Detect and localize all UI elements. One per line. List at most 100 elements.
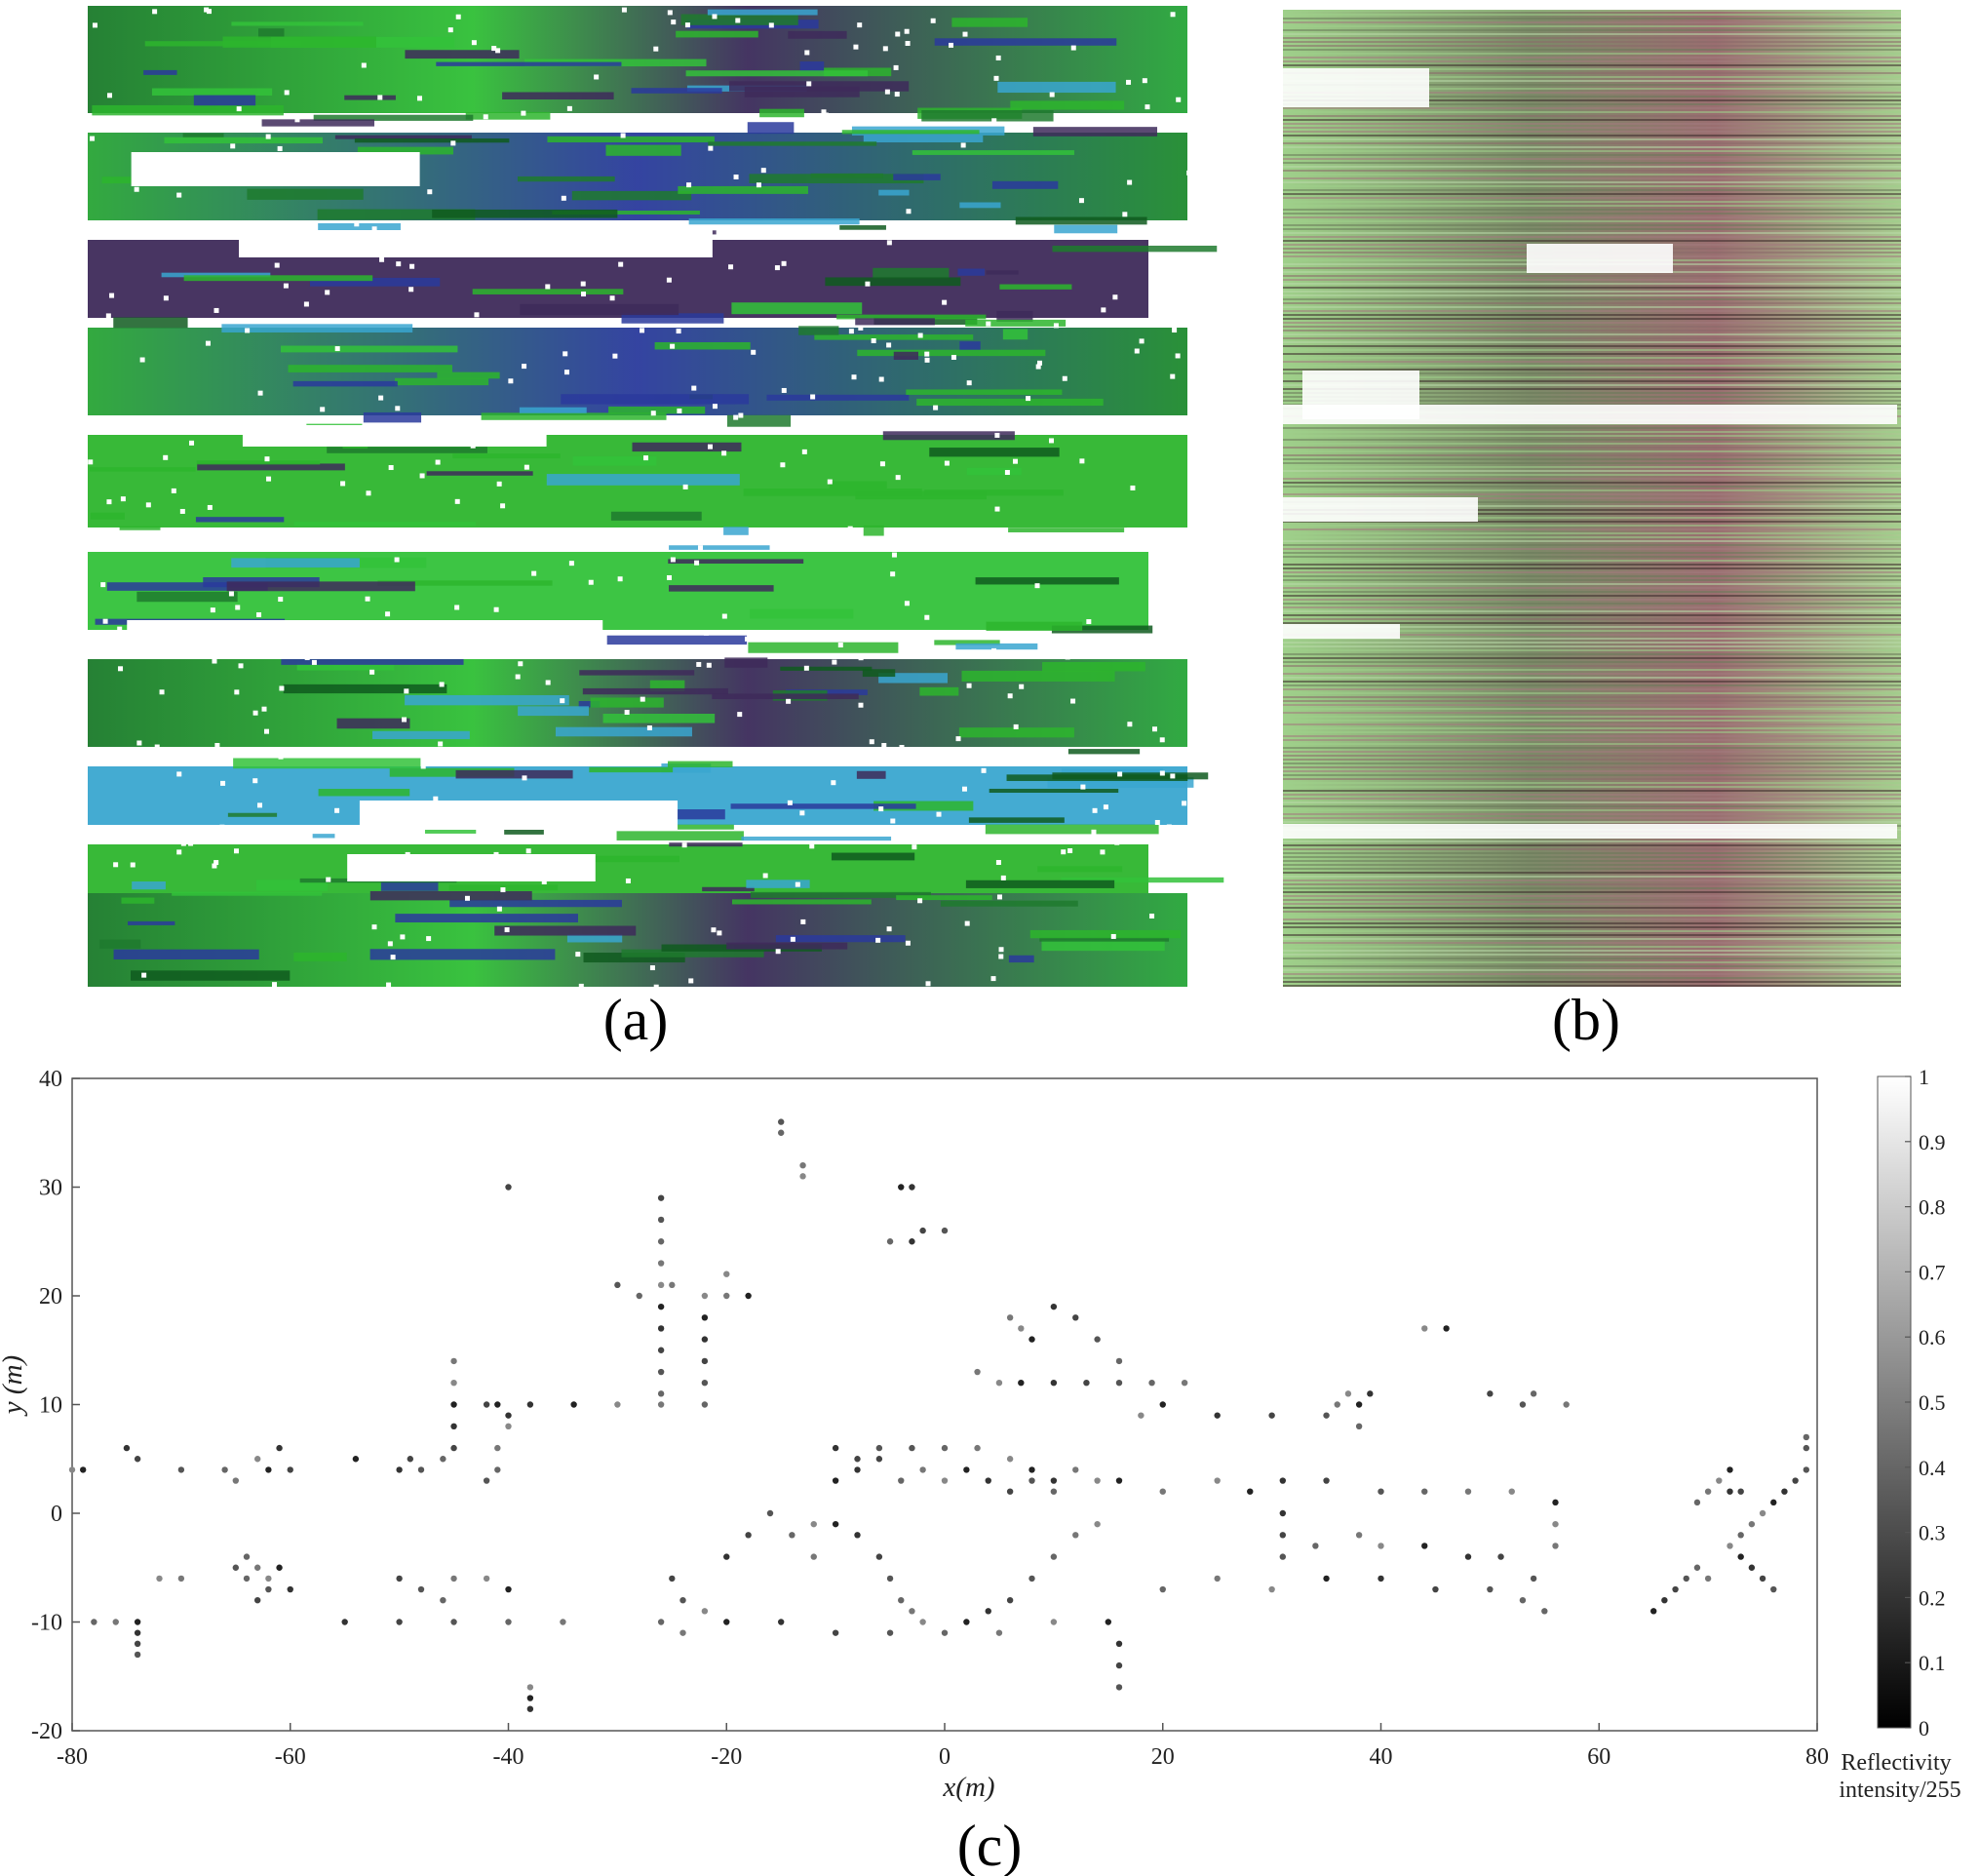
image-speck: [1035, 364, 1041, 370]
image-streak: [481, 412, 667, 420]
image-streak: [131, 970, 291, 981]
scan-line: [1283, 60, 1901, 62]
range-image-b: [1283, 10, 1901, 987]
lidar-point: [450, 1444, 457, 1452]
image-speck: [1134, 348, 1140, 354]
image-streak: [968, 817, 1065, 823]
image-speck: [809, 843, 815, 849]
lidar-point: [1279, 1532, 1287, 1539]
scan-line: [1283, 162, 1901, 164]
image-speck: [812, 126, 818, 132]
image-speck: [1004, 470, 1010, 476]
scan-line: [1283, 84, 1901, 86]
image-speck: [721, 613, 727, 619]
image-streak: [873, 267, 950, 279]
lidar-point: [657, 1281, 665, 1289]
image-streak: [731, 302, 863, 315]
scan-line: [1283, 618, 1901, 620]
lidar-point: [1693, 1499, 1701, 1506]
lidar-point: [657, 1194, 665, 1201]
image-streak: [128, 920, 175, 925]
scan-line: [1283, 283, 1901, 285]
image-speck: [566, 105, 572, 111]
scan-line: [1283, 228, 1901, 230]
scan-line: [1283, 302, 1901, 304]
lidar-point: [352, 1456, 360, 1463]
lidar-point: [253, 1564, 261, 1571]
image-streak: [669, 545, 770, 550]
image-streak: [1037, 866, 1123, 873]
image-speck: [264, 456, 270, 462]
image-speck: [966, 380, 972, 386]
image-speck: [390, 955, 396, 960]
image-speck: [858, 325, 864, 331]
lidar-point: [450, 1401, 457, 1408]
image-speck: [993, 75, 999, 81]
lidar-point: [963, 1619, 970, 1625]
lidar-point: [396, 1619, 403, 1625]
image-speck: [853, 759, 859, 764]
image-speck: [904, 601, 910, 606]
image-speck: [728, 264, 734, 270]
lidar-point: [1421, 1488, 1428, 1495]
image-speck: [1061, 849, 1067, 855]
scan-line: [1283, 786, 1901, 788]
image-speck: [1159, 737, 1165, 743]
image-speck: [991, 647, 997, 653]
lidar-point: [134, 1629, 141, 1636]
image-speck: [200, 125, 206, 131]
image-speck: [227, 751, 233, 757]
image-streak: [749, 174, 924, 184]
lidar-point: [832, 1520, 839, 1528]
image-speck: [1063, 639, 1068, 645]
image-streak: [92, 104, 284, 116]
lidar-point: [1115, 1380, 1123, 1387]
scan-line: [1283, 934, 1901, 936]
image-speck: [891, 552, 897, 558]
image-speck: [214, 742, 220, 748]
image-speck: [278, 754, 284, 760]
image-speck: [966, 683, 972, 688]
x-tick-label: 60: [1587, 1744, 1610, 1770]
image-streak: [702, 886, 755, 892]
image-speck: [560, 698, 565, 704]
scan-line: [1283, 801, 1901, 803]
scan-line: [1283, 556, 1901, 558]
scan-line: [1283, 774, 1901, 776]
image-streak: [327, 447, 487, 453]
image-speck: [279, 685, 285, 691]
lidar-point: [657, 1390, 665, 1397]
image-speck: [212, 863, 217, 869]
image-streak: [579, 670, 695, 676]
image-streak: [748, 642, 899, 653]
image-speck: [733, 414, 739, 420]
lidar-point: [1028, 1466, 1035, 1473]
scan-line: [1283, 977, 1901, 979]
lidar-point: [232, 1564, 240, 1571]
lidar-point: [1355, 1532, 1363, 1539]
lidar-point: [909, 1238, 915, 1245]
image-speck: [502, 748, 508, 754]
image-streak: [940, 900, 1078, 907]
colorbar-tick-label: 0.4: [1919, 1456, 1946, 1480]
scan-line: [1283, 170, 1901, 172]
scan-line: [1283, 326, 1901, 328]
image-streak: [113, 949, 259, 960]
image-streak: [99, 939, 141, 949]
lidar-point: [243, 1553, 251, 1560]
image-streak: [555, 726, 692, 737]
image-speck: [998, 947, 1004, 953]
scan-line: [1283, 751, 1901, 753]
scan-line: [1283, 918, 1901, 920]
image-speck: [962, 31, 968, 37]
image-speck: [1127, 722, 1133, 727]
image-speck: [159, 689, 165, 695]
scan-line: [1283, 735, 1901, 737]
image-speck: [882, 46, 888, 52]
image-streak: [183, 275, 373, 282]
lidar-point: [505, 1412, 512, 1419]
lidar-point: [995, 1380, 1003, 1387]
image-speck: [145, 502, 151, 508]
lidar-point: [1006, 1314, 1014, 1321]
image-speck: [780, 462, 786, 468]
